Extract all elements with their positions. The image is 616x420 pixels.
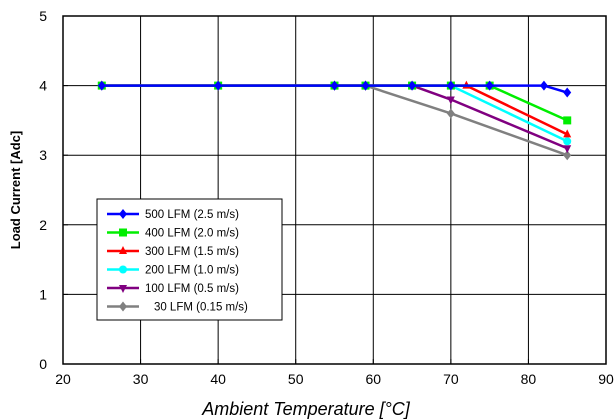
- x-tick-label: 50: [288, 371, 304, 387]
- y-tick-label: 0: [39, 356, 47, 372]
- x-tick-label: 80: [521, 371, 537, 387]
- series-line-100-lfm: [101, 84, 568, 150]
- data-point-300-lfm: [563, 129, 572, 138]
- x-tick-label: 20: [55, 371, 71, 387]
- data-point-500-lfm: [97, 80, 106, 91]
- data-point-500-lfm: [408, 80, 417, 91]
- series-line-200-lfm: [101, 84, 568, 143]
- data-point-400-lfm: [563, 116, 572, 125]
- x-tick-label: 40: [210, 371, 226, 387]
- x-tick-label: 30: [133, 371, 149, 387]
- data-point-500-lfm: [563, 87, 572, 98]
- y-tick-label: 1: [39, 286, 47, 302]
- legend: 500 LFM (2.5 m/s) 400 LFM (2.0 m/s) 300 LF…: [96, 198, 283, 321]
- data-point-500-lfm: [214, 80, 223, 91]
- x-tick-label: 60: [365, 371, 381, 387]
- data-point-500-lfm: [446, 80, 455, 91]
- legend-label-30-lfm: 30 LFM (0.15 m/s): [145, 302, 248, 314]
- legend-marker-400-lfm: [119, 228, 127, 237]
- axes-layer: 20 30 40 50 60 70 80 90 0 1 2 3 4 5: [39, 8, 614, 387]
- legend-label-100-lfm: 100 LFM (0.5 m/s): [145, 283, 239, 295]
- data-point-500-lfm: [485, 80, 494, 91]
- x-tick-label: 90: [598, 371, 614, 387]
- y-tick-label: 2: [39, 217, 47, 233]
- y-tick-label: 4: [39, 78, 47, 94]
- y-tick-label: 5: [39, 8, 47, 24]
- series-layer: [97, 80, 572, 161]
- data-point-100-lfm: [446, 96, 455, 105]
- legend-marker-30-lfm: [119, 301, 127, 312]
- series-line-30-lfm: [101, 84, 568, 157]
- series-line-400-lfm: [101, 84, 568, 122]
- legend-marker-500-lfm: [119, 209, 127, 219]
- legend-marker-100-lfm: [119, 285, 127, 293]
- legend-marker-200-lfm: [119, 265, 127, 274]
- legend-label-500-lfm: 500 LFM (2.5 m/s): [145, 209, 239, 221]
- y-tick-label: 3: [39, 147, 47, 163]
- legend-marker-300-lfm: [119, 246, 127, 254]
- legend-label-300-lfm: 300 LFM (1.5 m/s): [145, 246, 239, 258]
- series-100-lfm: [97, 82, 572, 154]
- data-point-100-lfm: [563, 145, 572, 154]
- legend-label-200-lfm: 200 LFM (1.0 m/s): [145, 265, 239, 277]
- series-line-300-lfm: [101, 84, 568, 136]
- data-point-30-lfm: [563, 150, 572, 161]
- data-point-500-lfm: [361, 80, 370, 91]
- x-tick-label: 70: [443, 371, 459, 387]
- x-axis-label: Ambient Temperature [°C]: [201, 399, 411, 419]
- data-point-200-lfm: [563, 137, 572, 146]
- plot-frame: [62, 15, 607, 365]
- data-point-500-lfm: [330, 80, 339, 91]
- legend-label-400-lfm: 400 LFM (2.0 m/s): [145, 228, 239, 240]
- data-point-30-lfm: [446, 108, 455, 119]
- series-500-lfm: [97, 80, 572, 98]
- data-point-500-lfm: [539, 80, 548, 91]
- y-axis-label: Load Current [Adc]: [8, 131, 23, 249]
- legend-box: [96, 198, 283, 321]
